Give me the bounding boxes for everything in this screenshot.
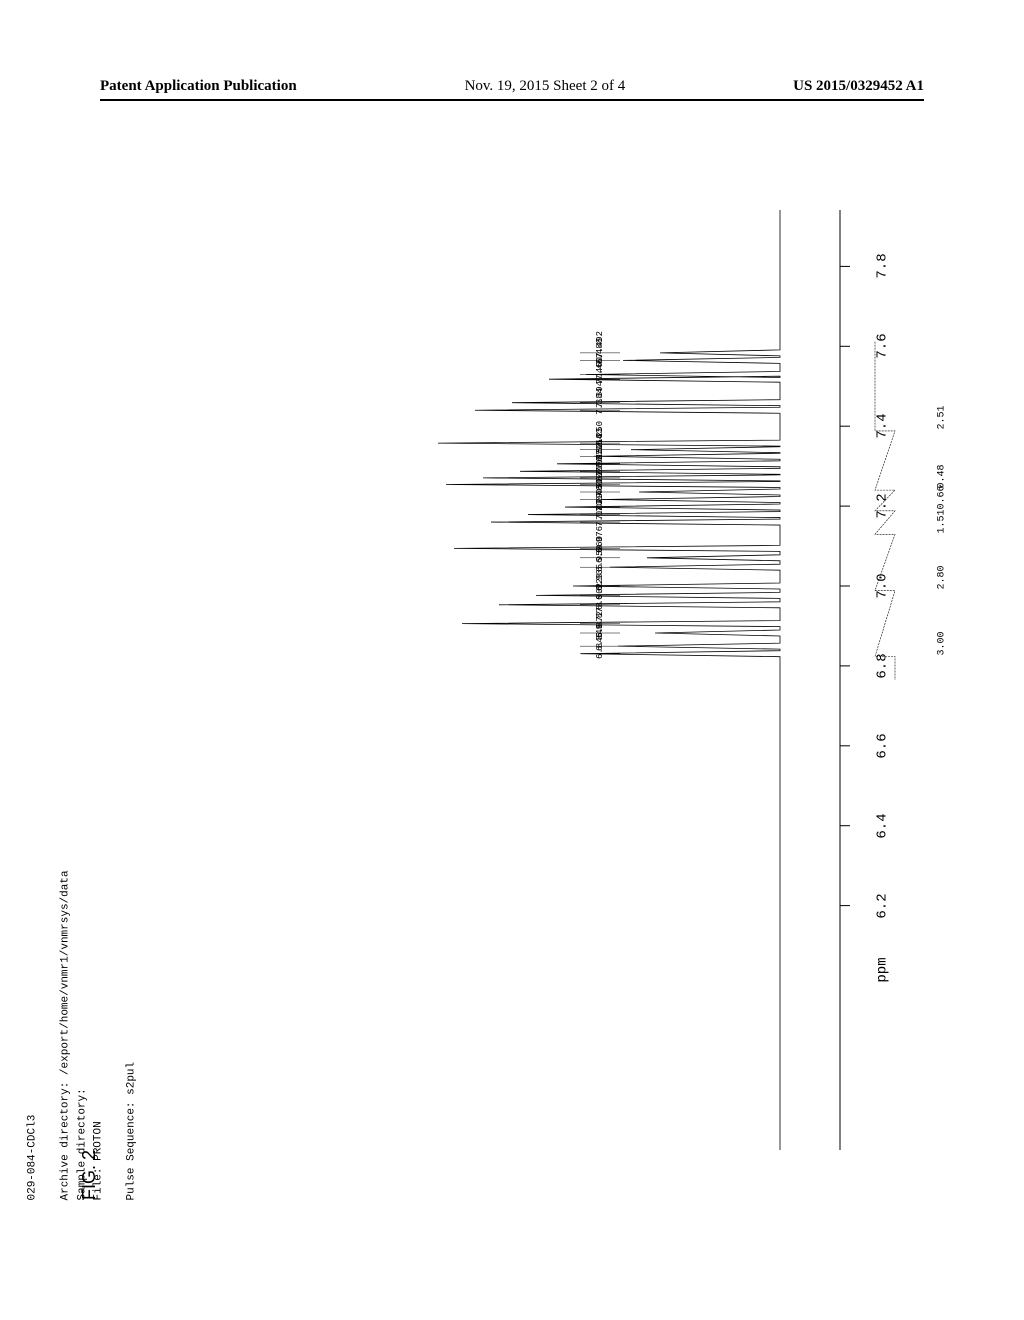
spectrum-metadata: 029-084-CDCl3 Archive directory: /export… [25, 870, 141, 1200]
sample-id: 029-084-CDCl3 [25, 870, 42, 1200]
axis-tick: 6.4 [875, 813, 891, 838]
spectrum-container: 7.4927.4887.4677.4607.3947.3847.2507.183… [280, 180, 920, 1180]
page-header: Patent Application Publication Nov. 19, … [100, 78, 924, 101]
axis-tick: 7.0 [875, 573, 891, 598]
figure-area: FIG. 2 029-084-CDCl3 Archive directory: … [100, 180, 924, 1200]
integral-value: 1.51 [937, 509, 948, 533]
integral-value: 2.51 [937, 406, 948, 430]
pulse-sequence: Pulse Sequence: s2pul [124, 870, 141, 1200]
integral-values-group: 2.510.480.661.512.803.00 [930, 180, 970, 1180]
axis-tick: 7.8 [875, 254, 891, 279]
peak-label: 7.023 [595, 500, 605, 527]
axis-tick: 7.6 [875, 334, 891, 359]
integral-value: 3.00 [937, 631, 948, 655]
integral-value: 2.80 [937, 565, 948, 589]
axis-ticks-group: 7.8 7.6 7.4 7.2 7.0 6.8 6.6 6.4 6.2 ppm [860, 180, 920, 1180]
axis-tick: 6.8 [875, 653, 891, 678]
header-center: Nov. 19, 2015 Sheet 2 of 4 [465, 78, 626, 95]
axis-tick: 6.2 [875, 893, 891, 918]
header-left: Patent Application Publication [100, 78, 297, 95]
axis-tick: 7.2 [875, 493, 891, 518]
peak-label: 7.384 [595, 388, 605, 415]
peak-label: 6.845 [595, 632, 605, 659]
axis-tick: 6.6 [875, 733, 891, 758]
sample-directory: Sample directory: [74, 870, 91, 1200]
peak-labels-group: 7.4927.4887.4677.4607.3947.3847.2507.183… [600, 180, 650, 1180]
file-line: File: PROTON [91, 870, 108, 1200]
axis-tick: 7.4 [875, 414, 891, 439]
integral-value: 0.66 [937, 485, 948, 509]
axis-unit-label: ppm [875, 957, 891, 982]
header-right: US 2015/0329452 A1 [793, 78, 924, 95]
archive-directory: Archive directory: /export/home/vnmr1/vn… [58, 870, 75, 1200]
